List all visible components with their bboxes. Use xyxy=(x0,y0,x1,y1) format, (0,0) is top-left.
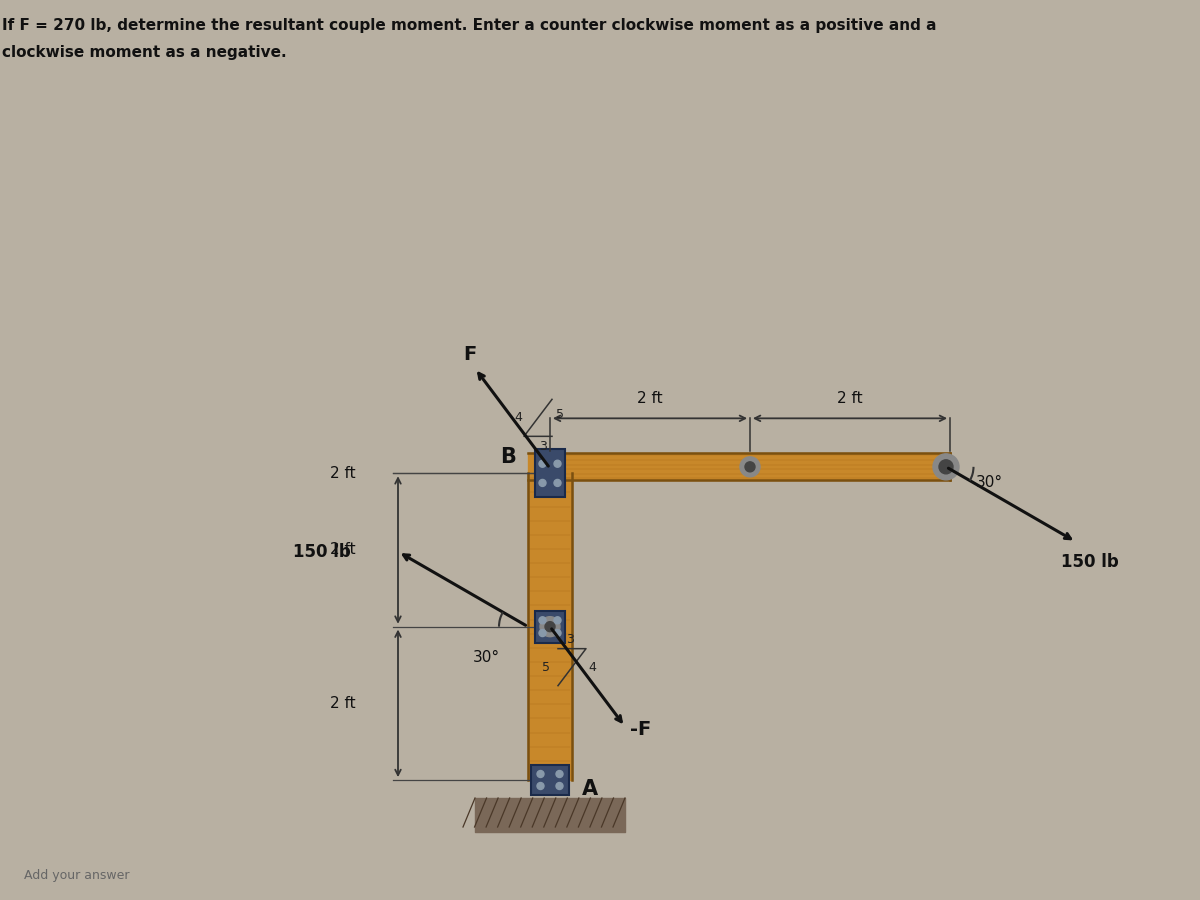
Text: 2 ft: 2 ft xyxy=(330,466,356,481)
Circle shape xyxy=(539,460,546,467)
Text: A: A xyxy=(582,779,598,799)
Text: 3: 3 xyxy=(539,440,547,454)
Text: 5: 5 xyxy=(542,661,550,674)
Text: 4: 4 xyxy=(514,411,522,424)
Circle shape xyxy=(540,616,560,636)
Circle shape xyxy=(554,630,562,636)
Text: 4: 4 xyxy=(588,661,596,674)
Text: 30°: 30° xyxy=(976,475,1003,490)
Circle shape xyxy=(539,480,546,486)
Text: 150 lb: 150 lb xyxy=(1061,553,1118,571)
Text: 3: 3 xyxy=(566,633,574,645)
Circle shape xyxy=(554,460,562,467)
Text: 150 lb: 150 lb xyxy=(293,543,350,561)
Circle shape xyxy=(556,770,563,778)
Text: 2 ft: 2 ft xyxy=(637,391,662,406)
Text: 2 ft: 2 ft xyxy=(330,543,356,557)
Bar xyxy=(535,611,565,643)
Text: F: F xyxy=(463,346,476,365)
Text: 2 ft: 2 ft xyxy=(330,696,356,711)
Text: -F: -F xyxy=(630,720,652,739)
Circle shape xyxy=(538,782,544,789)
Text: If F = 270 lb, determine the resultant couple moment. Enter a counter clockwise : If F = 270 lb, determine the resultant c… xyxy=(2,18,936,33)
Text: clockwise moment as a negative.: clockwise moment as a negative. xyxy=(2,45,287,60)
Circle shape xyxy=(545,622,554,632)
Circle shape xyxy=(554,616,562,624)
Circle shape xyxy=(556,782,563,789)
Circle shape xyxy=(934,454,959,480)
Text: B: B xyxy=(500,447,516,467)
Circle shape xyxy=(554,480,562,486)
Text: 2 ft: 2 ft xyxy=(838,391,863,406)
Circle shape xyxy=(539,616,546,624)
Circle shape xyxy=(539,630,546,636)
Bar xyxy=(535,449,565,498)
Text: 5: 5 xyxy=(556,409,564,421)
Text: 30°: 30° xyxy=(473,650,500,665)
Circle shape xyxy=(745,462,755,472)
Circle shape xyxy=(538,770,544,778)
Circle shape xyxy=(740,457,760,477)
Bar xyxy=(530,765,569,795)
Text: Add your answer: Add your answer xyxy=(24,869,130,882)
Circle shape xyxy=(940,460,953,473)
